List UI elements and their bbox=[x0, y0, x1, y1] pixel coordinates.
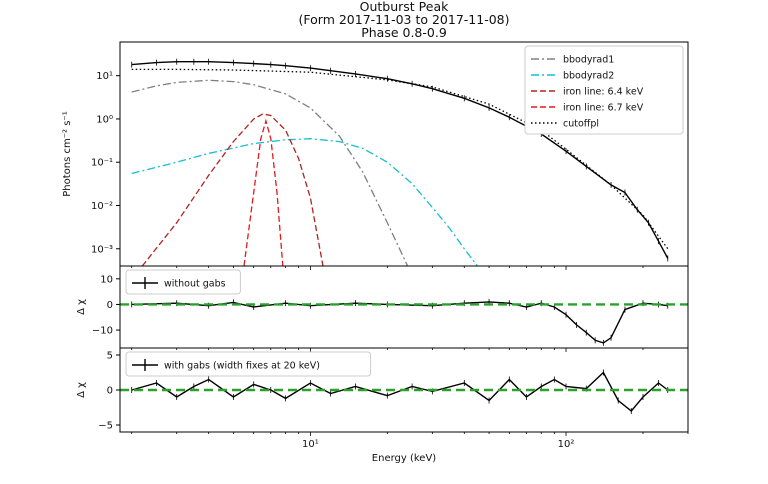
y-tick-label: 10⁻² bbox=[91, 201, 113, 212]
y-tick-label: 10 bbox=[100, 274, 113, 285]
y-tick-label: 10⁻¹ bbox=[91, 158, 113, 169]
spectrum-panel: 10⁻³ 10⁻² 10⁻¹ 10⁰ 10¹ Photons cm⁻² s⁻¹ bbodyr… bbox=[62, 41, 689, 270]
legend-label: bbodyrad2 bbox=[563, 71, 614, 82]
legend-box bbox=[125, 269, 241, 295]
legend-box bbox=[524, 45, 684, 135]
residuals-with-gabs-panel: −5 0 5 10¹ 10² Energy (keV) Δ χ with gabs (widt… bbox=[76, 347, 689, 464]
legend-label: without gabs bbox=[164, 279, 226, 290]
series-iron-line-6-7-kev bbox=[243, 118, 284, 266]
legend-label: iron line: 6.4 keV bbox=[563, 87, 644, 98]
residuals-without-gabs-panel: −10 0 10 Δ χ without gabs bbox=[76, 265, 689, 352]
legend-label: with gabs (width fixes at 20 keV) bbox=[164, 361, 320, 372]
y-axis-label: Δ χ bbox=[76, 299, 87, 315]
x-tick-label: 10² bbox=[558, 439, 575, 450]
y-tick-label: 10⁻³ bbox=[91, 244, 113, 255]
y-tick-label: 10¹ bbox=[96, 71, 113, 82]
legend-label: iron line: 6.7 keV bbox=[563, 103, 644, 114]
legend: without gabs bbox=[125, 269, 241, 295]
legend-box bbox=[125, 351, 372, 377]
x-axis-label: Energy (keV) bbox=[372, 453, 437, 464]
series-with-gabs-width-fixes-at-20-kev bbox=[131, 371, 669, 412]
y-tick-label: 5 bbox=[107, 351, 113, 362]
y-tick-label: −10 bbox=[92, 326, 113, 337]
legend-label: cutoffpl bbox=[563, 119, 599, 130]
series-bbodyrad2 bbox=[131, 138, 478, 266]
chart-title-line-1: Outburst Peak bbox=[359, 0, 449, 14]
series-iron-line-6-4-kev bbox=[141, 113, 324, 266]
legend: with gabs (width fixes at 20 keV) bbox=[125, 351, 372, 377]
chart-title-line-2: (Form 2017-11-03 to 2017-11-08) bbox=[298, 12, 510, 27]
y-axis-label: Δ χ bbox=[76, 382, 87, 398]
legend-label: bbodyrad1 bbox=[563, 55, 614, 66]
y-axis-label: Photons cm⁻² s⁻¹ bbox=[62, 111, 73, 196]
y-tick-label: 10⁰ bbox=[96, 114, 113, 125]
legend: bbodyrad1 bbodyrad2 iron line: 6.4 keV iron… bbox=[524, 45, 684, 135]
series-without-gabs bbox=[131, 301, 668, 344]
y-tick-label: 0 bbox=[107, 300, 113, 311]
y-tick-label: 0 bbox=[107, 386, 113, 397]
chart-title-line-3: Phase 0.8-0.9 bbox=[361, 25, 447, 40]
x-tick-label: 10¹ bbox=[302, 439, 319, 450]
series-bbodyrad1 bbox=[131, 79, 409, 266]
y-tick-label: −5 bbox=[98, 421, 113, 432]
